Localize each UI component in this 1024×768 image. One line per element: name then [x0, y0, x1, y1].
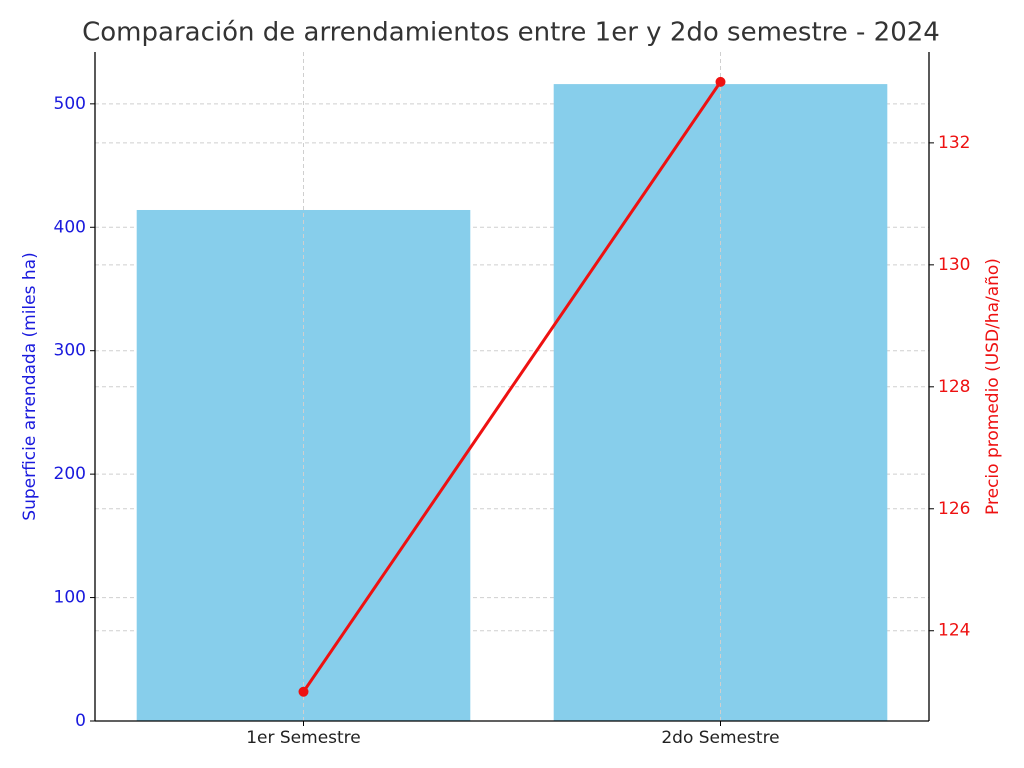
y2-tick-label: 132 — [938, 133, 970, 153]
y-tick-label: 0 — [75, 711, 86, 731]
y-tick-label: 300 — [54, 341, 86, 361]
y-tick-label: 200 — [54, 464, 86, 484]
x-tick-label: 1er Semestre — [246, 728, 361, 748]
y-tick-label: 100 — [54, 588, 86, 608]
y2-axis-label: Precio promedio (USD/ha/año) — [983, 258, 1003, 515]
y-axis-label: Superficie arrendada (miles ha) — [20, 252, 40, 520]
y2-tick-label: 124 — [938, 621, 970, 641]
point — [298, 686, 309, 697]
y2-tick-label: 128 — [938, 377, 970, 397]
y-tick-label: 400 — [54, 217, 86, 237]
point — [715, 76, 726, 87]
x-tick-label: 2do Semestre — [661, 728, 779, 748]
y-tick-label: 500 — [54, 94, 86, 114]
y2-tick-label: 126 — [938, 499, 970, 519]
y2-tick-label: 130 — [938, 255, 970, 275]
chart-title: Comparación de arrendamientos entre 1er … — [82, 18, 940, 48]
line — [302, 81, 722, 693]
